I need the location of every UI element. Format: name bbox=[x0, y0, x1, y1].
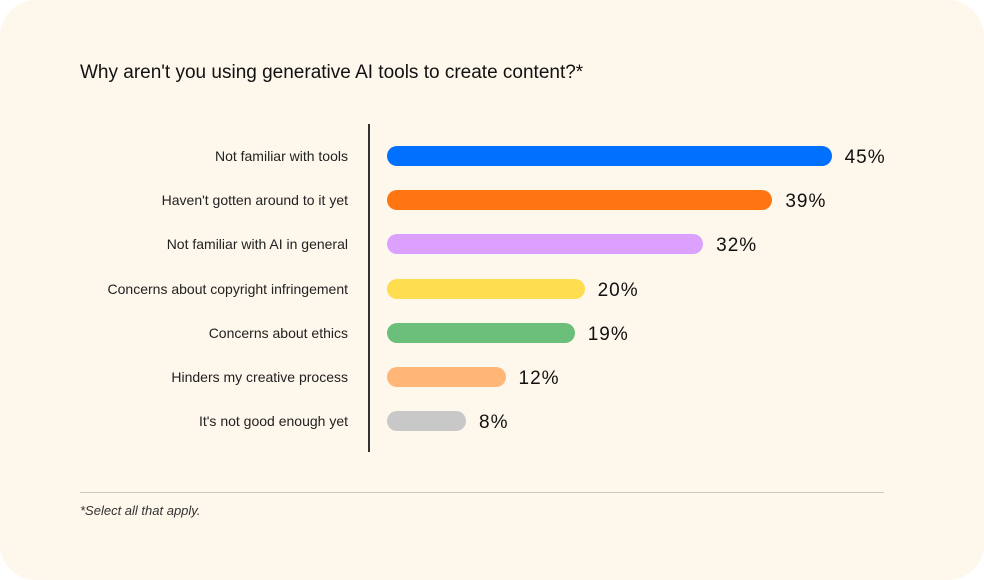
category-label: Concerns about ethics bbox=[208, 324, 348, 341]
bar bbox=[387, 190, 773, 211]
divider bbox=[80, 492, 884, 493]
category-label: Concerns about copyright infringement bbox=[107, 280, 348, 297]
bar bbox=[387, 234, 704, 255]
value-label: 32% bbox=[716, 235, 758, 257]
bar bbox=[387, 146, 832, 166]
chart-title: Why aren't you using generative AI tools… bbox=[80, 62, 584, 83]
category-label: Haven't gotten around to it yet bbox=[161, 192, 348, 209]
bar bbox=[387, 367, 506, 387]
bar bbox=[387, 322, 575, 343]
category-label: Not familiar with tools bbox=[214, 148, 348, 164]
footnote: *Select all that apply. bbox=[80, 503, 201, 518]
category-label: Not familiar with AI in general bbox=[166, 236, 348, 253]
bar bbox=[387, 411, 467, 432]
value-label: 8% bbox=[479, 412, 509, 434]
bar bbox=[387, 278, 585, 299]
value-label: 45% bbox=[844, 147, 886, 168]
value-label: 39% bbox=[785, 191, 827, 213]
category-label: Hinders my creative process bbox=[171, 369, 348, 385]
value-label: 12% bbox=[518, 368, 560, 389]
value-label: 20% bbox=[597, 279, 639, 301]
category-label: It's not good enough yet bbox=[198, 413, 348, 430]
y-axis-line bbox=[368, 124, 370, 452]
value-label: 19% bbox=[587, 323, 629, 345]
